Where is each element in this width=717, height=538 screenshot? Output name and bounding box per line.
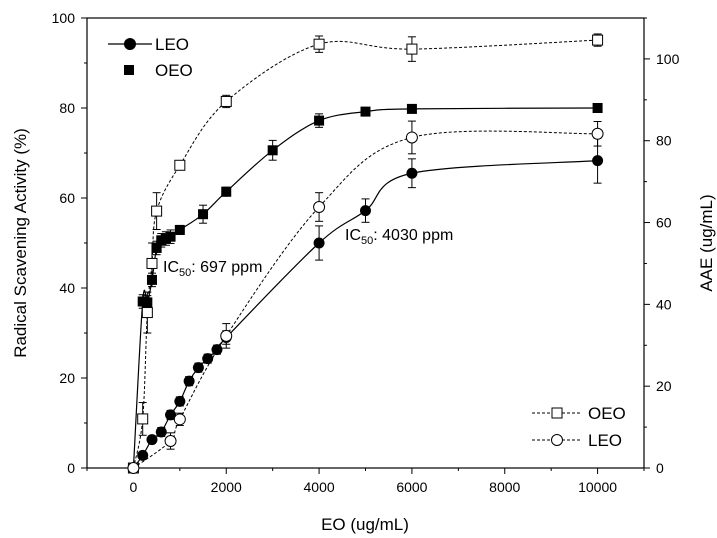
x-tick-label: 8000 — [489, 479, 520, 495]
series-leo-right-point — [173, 413, 186, 426]
series-oeo-right-point — [313, 38, 325, 50]
series-oeo-left-point — [314, 115, 325, 126]
series-oeo-right-point — [220, 95, 232, 107]
x-tick-label: 4000 — [304, 479, 335, 495]
series-leo-right-line — [133, 130, 598, 468]
x-tick-label: 6000 — [396, 479, 427, 495]
series-leo-left-point — [137, 449, 149, 461]
series-oeo-left-point — [592, 103, 603, 113]
legend-oeo-marker — [124, 65, 134, 75]
series-oeo-left-line — [132, 107, 598, 468]
series-oeo-right-point — [174, 159, 186, 171]
y2-tick-label: 80 — [656, 133, 672, 149]
legend-oeo-open-label: OEO — [588, 404, 626, 423]
y2-tick-label: 60 — [656, 215, 672, 231]
series-oeo-left-point — [267, 145, 278, 156]
x-tick-label: 0 — [130, 479, 138, 495]
series-oeo-right-point — [141, 307, 153, 319]
ic50-leo-prefix: IC — [345, 227, 361, 244]
ic50-oeo-value: : 697 ppm — [191, 259, 262, 276]
series-leo-left-point — [183, 375, 195, 387]
series-leo-left-point — [360, 205, 371, 217]
x-tick-label: 10000 — [578, 479, 617, 495]
series-oeo-left-point — [221, 186, 232, 197]
y-tick-label: 80 — [59, 100, 75, 116]
series-leo-left-point — [192, 362, 204, 374]
series-leo-left-point — [146, 434, 158, 446]
x-tick-label: 2000 — [211, 479, 242, 495]
y-axis-label: Radical Scavening Activity (%) — [11, 128, 30, 358]
series-leo-left-point — [592, 155, 604, 167]
legend-oeo-label: OEO — [155, 61, 193, 80]
series-oeo-left-point — [406, 103, 417, 114]
legend-oeo-open-marker — [551, 407, 563, 419]
y-tick-label: 40 — [59, 280, 75, 296]
series-leo-right-point — [313, 201, 326, 213]
y2-tick-label: 100 — [656, 51, 680, 67]
legend-leo-marker — [124, 38, 136, 50]
series-leo-left-point — [211, 344, 223, 356]
series-oeo-right-point — [146, 257, 158, 269]
series-oeo-right-point — [137, 413, 149, 425]
legend-leo-open-marker — [551, 434, 563, 446]
y2-tick-label: 0 — [656, 460, 664, 476]
y-tick-label: 0 — [67, 460, 75, 476]
tick-label-layer: 0 2000 4000 6000 8000 10000 0 20 40 60 80 100 0 20 40 6… — [52, 10, 680, 495]
y2-tick-label: 40 — [656, 296, 672, 312]
ic50-annotation-oeo: IC50: 697 ppm — [163, 259, 262, 279]
legend-top-left: LEO OEO — [108, 35, 193, 80]
ic50-leo-subscript: 50 — [361, 235, 373, 247]
series-leo-right-point — [591, 127, 604, 140]
series-leo-right-point — [127, 462, 140, 474]
curve-layer — [132, 39, 598, 468]
series-oeo-left-point — [165, 231, 176, 242]
plot-frame-layer — [81, 17, 650, 474]
series-leo-left-point — [313, 237, 325, 249]
series-oeo-left-point — [360, 106, 371, 117]
marker-layer — [127, 34, 604, 474]
ic50-oeo-subscript: 50 — [179, 267, 191, 279]
y-tick-label: 60 — [59, 190, 75, 206]
ic50-annotation-leo: IC50: 4030 ppm — [345, 227, 453, 247]
series-oeo-right-line — [132, 39, 598, 468]
series-leo-left-point — [165, 409, 177, 421]
series-leo-left-point — [406, 167, 418, 179]
y-tick-label: 20 — [59, 370, 75, 386]
y2-axis-label: AAE (ug/mL) — [697, 194, 716, 291]
y-tick-label: 100 — [52, 10, 76, 26]
series-oeo-right-point — [151, 205, 163, 217]
series-oeo-left-point — [146, 274, 157, 285]
series-oeo-right-point — [592, 34, 604, 46]
legend-leo-label: LEO — [155, 35, 189, 54]
series-leo-left-point — [202, 353, 214, 365]
series-oeo-left-point — [151, 242, 162, 253]
series-oeo-left-point — [198, 209, 209, 220]
series-leo-right-point — [405, 131, 418, 144]
x-axis-label: EO (ug/mL) — [321, 515, 409, 534]
series-leo-right-point — [164, 435, 177, 447]
series-leo-left-point — [155, 426, 167, 438]
series-oeo-left-point — [174, 224, 185, 235]
series-oeo-right-point — [406, 43, 418, 55]
series-leo-right-point — [220, 329, 233, 342]
y2-tick-label: 20 — [656, 378, 672, 394]
legend-leo-open-label: LEO — [588, 431, 622, 450]
ic50-leo-value: : 4030 ppm — [373, 227, 453, 244]
ic50-oeo-prefix: IC — [163, 259, 179, 276]
series-oeo-left-point — [142, 297, 153, 308]
series-leo-left-point — [174, 395, 186, 407]
legend-bottom-right: OEO LEO — [532, 404, 626, 450]
